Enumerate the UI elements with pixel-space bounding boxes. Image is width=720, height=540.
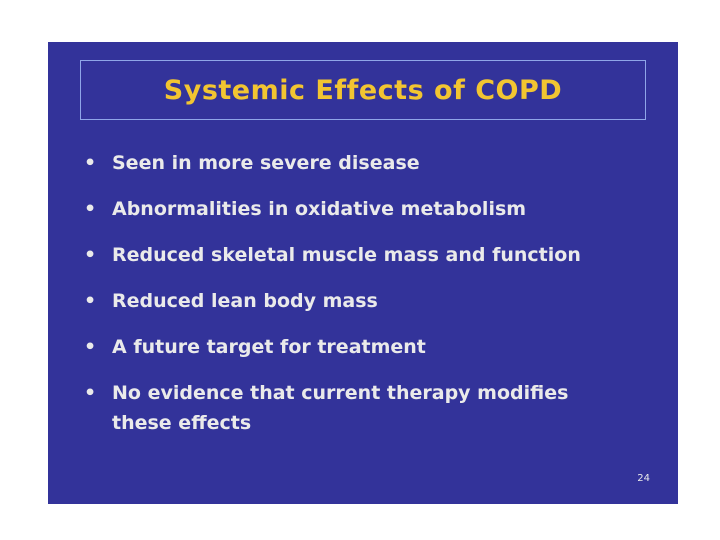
- bullet: Seen in more severe disease: [84, 148, 624, 178]
- bullet: No evidence that current therapy modifie…: [84, 378, 624, 438]
- page-number: 24: [637, 473, 650, 484]
- slide-title: Systemic Effects of COPD: [163, 74, 563, 106]
- title-box: Systemic Effects of COPD: [80, 60, 646, 120]
- bullet: Abnormalities in oxidative metabolism: [84, 194, 624, 224]
- slide: Systemic Effects of COPD Seen in more se…: [48, 42, 678, 504]
- bullet: Reduced lean body mass: [84, 286, 624, 316]
- bullet: A future target for treatment: [84, 332, 624, 362]
- bullet-list: Seen in more severe disease Abnormalities…: [84, 148, 624, 454]
- bullet: Reduced skeletal muscle mass and functio…: [84, 240, 624, 270]
